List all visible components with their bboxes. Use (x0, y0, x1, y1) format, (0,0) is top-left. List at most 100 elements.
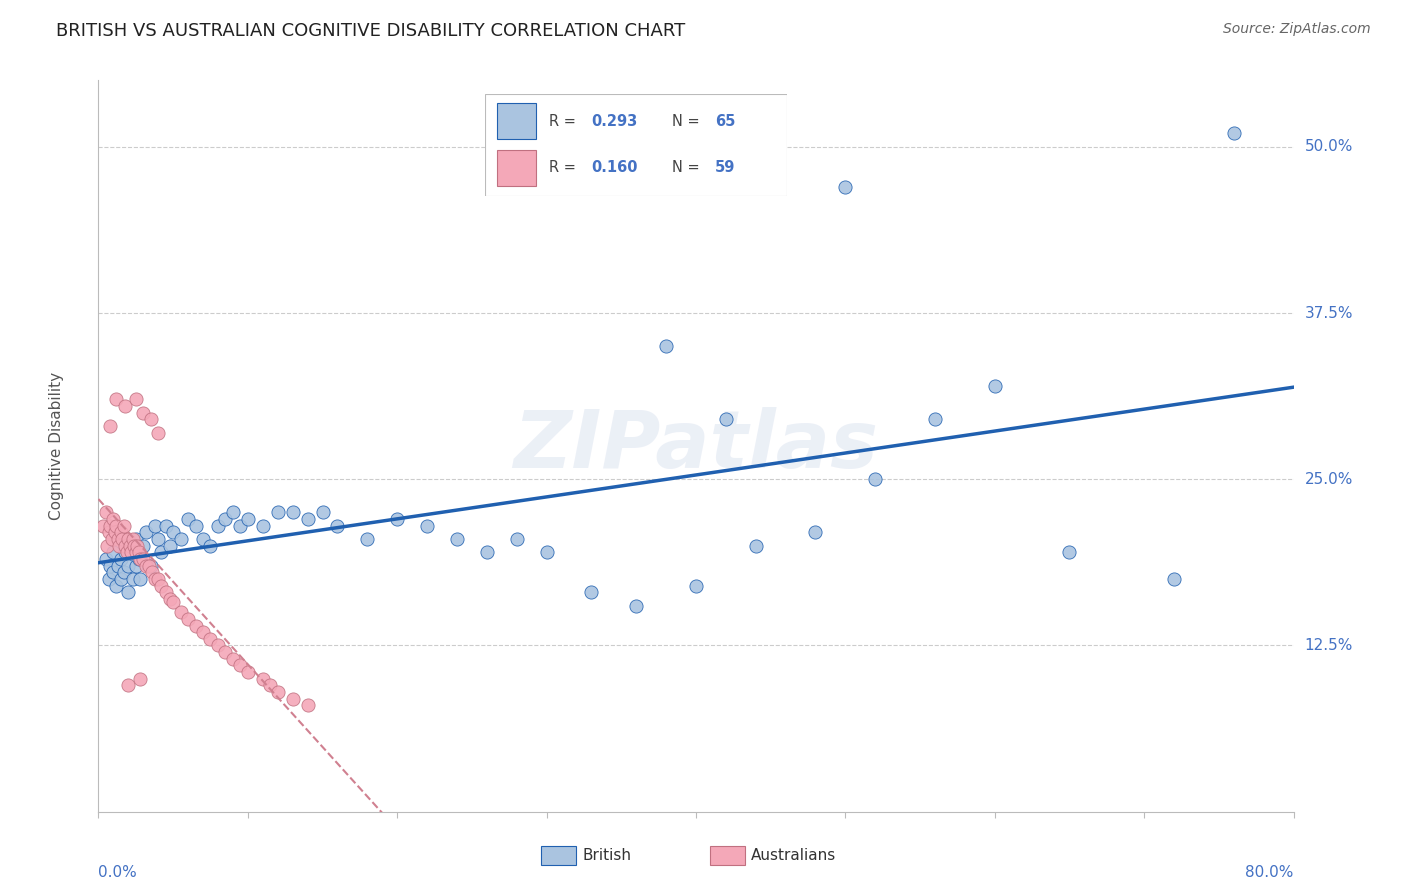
Text: British: British (582, 848, 631, 863)
Point (159, 539, 181, 553)
Text: 0.160: 0.160 (591, 160, 637, 175)
Point (94, 552, 117, 566)
Point (252, 672, 274, 686)
Point (714, 412, 737, 426)
Text: Cognitive Disability: Cognitive Disability (49, 372, 65, 520)
Point (148, 425, 170, 440)
Point (132, 406, 155, 420)
Point (143, 518, 166, 533)
Point (148, 532, 170, 546)
Point (150, 545, 173, 559)
Point (581, 585, 603, 599)
Point (626, 599, 648, 613)
Point (281, 691, 304, 706)
Point (222, 652, 245, 666)
Point (125, 392, 148, 407)
Text: 65: 65 (714, 114, 735, 128)
Point (117, 585, 139, 599)
Point (281, 506, 304, 520)
Point (834, 179, 856, 194)
Text: Source: ZipAtlas.com: Source: ZipAtlas.com (1223, 22, 1371, 37)
Text: 25.0%: 25.0% (1305, 472, 1353, 487)
Point (184, 618, 207, 632)
Point (1059, 545, 1081, 559)
Point (155, 518, 177, 533)
Point (139, 558, 162, 573)
Point (177, 612, 200, 626)
Point (162, 594, 184, 608)
Point (114, 399, 136, 413)
Point (110, 552, 132, 566)
Point (118, 539, 141, 553)
Point (128, 545, 150, 559)
Point (132, 552, 155, 566)
Point (97, 572, 120, 586)
Point (114, 539, 136, 553)
Point (98, 419, 122, 434)
Point (125, 545, 148, 559)
Point (311, 506, 333, 520)
Point (804, 525, 827, 540)
Point (127, 539, 149, 553)
Point (162, 525, 184, 540)
Point (115, 545, 138, 559)
Point (121, 532, 143, 546)
Point (865, 472, 887, 486)
Point (105, 392, 128, 407)
Point (112, 518, 135, 533)
Point (94, 506, 117, 520)
Point (169, 532, 191, 546)
Point (112, 566, 135, 580)
Point (138, 558, 160, 573)
Text: Australians: Australians (751, 848, 837, 863)
Point (132, 539, 155, 553)
Point (91, 518, 114, 533)
Text: R =: R = (548, 160, 581, 175)
Point (229, 658, 252, 673)
Point (121, 572, 143, 586)
Point (120, 545, 142, 559)
Point (326, 518, 349, 533)
Point (97, 525, 120, 540)
Point (105, 518, 128, 533)
Point (129, 572, 152, 586)
Point (356, 532, 378, 546)
Text: 0.0%: 0.0% (98, 865, 138, 880)
Text: 12.5%: 12.5% (1305, 638, 1353, 653)
Point (236, 665, 259, 679)
Point (125, 558, 148, 573)
Point (214, 512, 236, 526)
Text: BRITISH VS AUSTRALIAN COGNITIVE DISABILITY CORRELATION CHART: BRITISH VS AUSTRALIAN COGNITIVE DISABILI… (56, 22, 686, 40)
Point (104, 525, 127, 540)
Point (252, 518, 274, 533)
Text: N =: N = (672, 114, 704, 128)
Point (107, 558, 129, 573)
Point (297, 698, 319, 713)
Point (236, 512, 259, 526)
Text: ZIPatlas: ZIPatlas (513, 407, 879, 485)
Point (1223, 127, 1246, 141)
FancyBboxPatch shape (498, 150, 537, 186)
Point (229, 518, 252, 533)
Text: 0.293: 0.293 (591, 114, 637, 128)
Point (143, 572, 166, 586)
Point (259, 678, 281, 692)
Point (108, 539, 131, 553)
Point (155, 585, 177, 599)
Point (110, 525, 132, 540)
Point (129, 552, 152, 566)
Point (150, 579, 173, 593)
Point (191, 625, 214, 640)
Point (655, 339, 678, 353)
Point (214, 645, 236, 659)
Point (114, 545, 136, 559)
Point (103, 566, 125, 580)
Point (924, 412, 946, 426)
Point (101, 532, 124, 546)
Point (169, 605, 191, 619)
Point (103, 512, 125, 526)
Text: 59: 59 (714, 160, 735, 175)
Point (200, 632, 222, 646)
Point (1163, 572, 1185, 586)
Text: 37.5%: 37.5% (1305, 306, 1353, 320)
